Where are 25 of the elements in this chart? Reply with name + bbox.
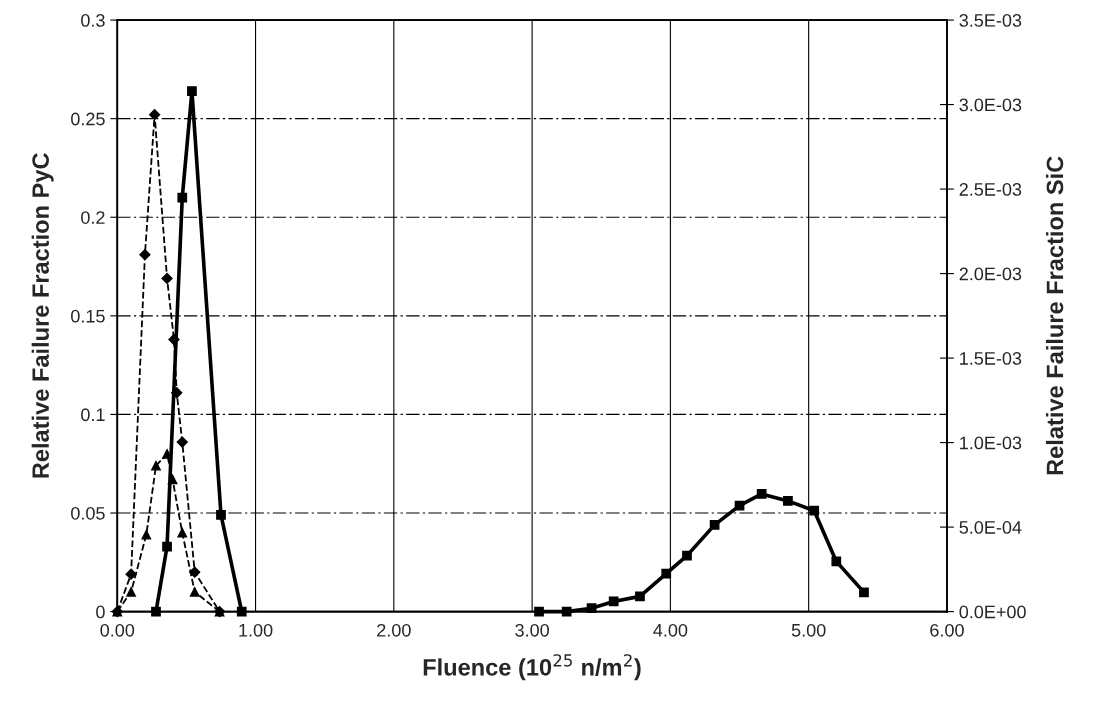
y2-tick-label: 3.0E-03: [959, 98, 1022, 112]
y-tick-label: 0.05: [71, 506, 105, 520]
y-tick-label: 0.25: [71, 112, 105, 126]
x-tick-label: 0.00: [100, 623, 135, 637]
y-tick-label: 0.3: [81, 14, 105, 27]
x-axis-title: Fluence (10$^{25}$ n/m$^{2}$): [423, 654, 641, 681]
y2-tick-label: 1.5E-03: [960, 352, 1022, 365]
y2-tick-label: 1.0E-03: [960, 436, 1022, 450]
y2-tick-label: 0.0E+00: [959, 605, 1026, 619]
y-tick-label: 0.2: [81, 211, 105, 224]
x-tick-label: 4.00: [653, 623, 688, 637]
y2-tick-label: 3.5E-03: [959, 14, 1022, 27]
y2-axis-title: Relative Failure Fraction SiC: [1045, 156, 1064, 475]
y-axis-title: Relative Failure Fraction PyC: [31, 153, 54, 478]
x-tick-label: 6.00: [930, 623, 964, 637]
y-tick-label: 0: [96, 605, 105, 619]
x-tick-label: 5.00: [791, 623, 826, 637]
y2-tick-label: 5.0E-04: [959, 521, 1022, 534]
x-tick-label: 2.00: [377, 623, 411, 637]
y2-tick-label: 2.5E-03: [959, 183, 1022, 196]
y-tick-label: 0.1: [81, 408, 105, 422]
y-tick-label: 0.15: [71, 309, 105, 323]
x-tick-label: 3.00: [515, 623, 549, 637]
x-tick-label: 1.00: [239, 623, 273, 637]
y2-tick-label: 2.0E-03: [959, 267, 1022, 281]
